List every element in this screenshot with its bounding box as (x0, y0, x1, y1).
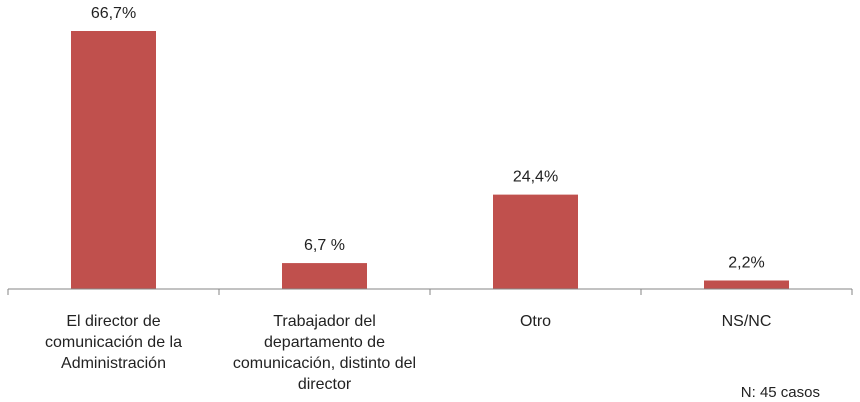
category-label: Otro (520, 313, 551, 330)
bar (493, 194, 578, 289)
data-label: 24,4% (513, 169, 558, 186)
data-label: 66,7% (91, 5, 136, 22)
category-label: Trabajador del departamento de comunicació… (233, 313, 416, 393)
bar (282, 263, 367, 289)
data-labels-group: 66,7% 6,7 % 24,4% 2,2% (91, 5, 765, 271)
bar (704, 280, 789, 289)
x-axis (7, 288, 853, 295)
sample-size-note: N: 45 casos (740, 384, 820, 401)
category-label: NS/NC (722, 313, 772, 330)
category-labels-group: El director de comunicación de la Administ… (45, 313, 771, 393)
bar (71, 31, 156, 289)
category-label: El director de comunicación de la Administ… (45, 313, 182, 372)
data-label: 6,7 % (304, 237, 345, 254)
data-label: 2,2% (728, 254, 764, 271)
bars-group (71, 31, 789, 289)
